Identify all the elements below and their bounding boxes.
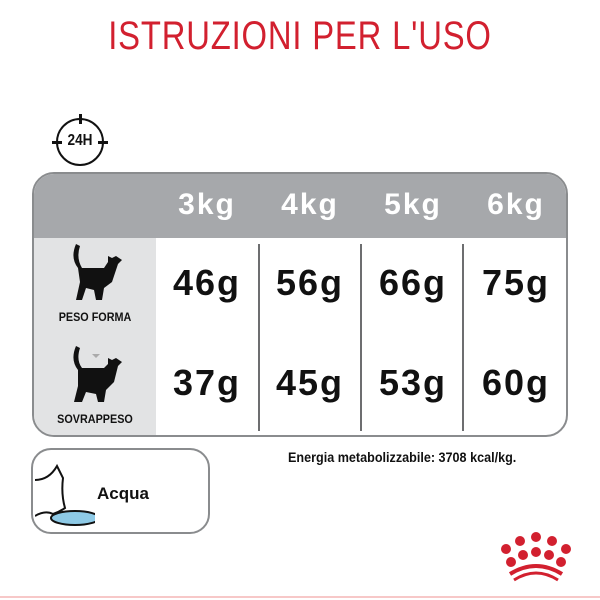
column-divider xyxy=(462,244,464,431)
water-box: Acqua xyxy=(31,448,210,534)
bottom-divider xyxy=(0,596,600,598)
row-label-peso-forma: PESO FORMA xyxy=(58,310,132,324)
column-divider xyxy=(258,244,260,431)
portion-value: 75g xyxy=(481,262,551,303)
weight-header: 3kg xyxy=(178,188,236,221)
page-title: ISTRUZIONI PER L'USO xyxy=(108,14,492,58)
row-labels: PESO FORMA SOVRAPPESO xyxy=(34,238,156,435)
portion-value: 53g xyxy=(378,362,448,403)
portion-value: 56g xyxy=(275,262,345,303)
clock-label: 24H xyxy=(67,132,93,149)
portion-value: 46g xyxy=(172,262,242,303)
weight-header: 4kg xyxy=(281,188,339,221)
weight-header: 6kg xyxy=(487,188,545,221)
portion-value: 66g xyxy=(378,262,448,303)
cat-drinking-icon xyxy=(35,463,95,526)
royal-canin-crown-logo xyxy=(501,532,571,582)
column-divider xyxy=(360,244,362,431)
cat-normal-icon xyxy=(73,244,122,300)
water-label: Acqua xyxy=(97,484,149,503)
row-label-sovrappeso: SOVRAPPESO xyxy=(57,412,133,426)
portion-value: 45g xyxy=(275,362,345,403)
feeding-table: 3kg 4kg 5kg 6kg PESO FORMA SOVRAPPESO 46… xyxy=(32,172,568,437)
weight-header: 5kg xyxy=(384,188,442,221)
energy-note: Energia metabolizzabile: 3708 kcal/kg. xyxy=(288,449,517,465)
cat-overweight-icon xyxy=(73,346,122,402)
clock-24h-icon: 24H xyxy=(52,114,108,166)
table-header: 3kg 4kg 5kg 6kg xyxy=(34,174,566,238)
portion-value: 37g xyxy=(172,362,242,403)
portion-value: 60g xyxy=(481,362,551,403)
